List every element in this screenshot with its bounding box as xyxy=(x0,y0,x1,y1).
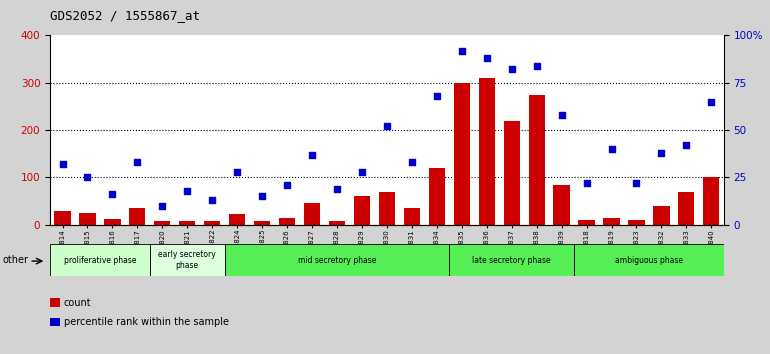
Bar xyxy=(254,221,270,225)
Point xyxy=(82,175,94,180)
Point xyxy=(456,48,468,53)
Point xyxy=(605,146,618,152)
Point xyxy=(430,93,443,99)
Point xyxy=(306,152,318,158)
Point xyxy=(381,124,393,129)
Point xyxy=(655,150,668,156)
Bar xyxy=(678,192,695,225)
Bar xyxy=(379,192,395,225)
Text: ambiguous phase: ambiguous phase xyxy=(615,256,683,265)
Bar xyxy=(225,244,450,276)
Bar xyxy=(204,221,220,225)
Bar xyxy=(104,219,121,225)
Point xyxy=(331,186,343,192)
Point xyxy=(231,169,243,175)
Point xyxy=(680,142,692,148)
Bar xyxy=(229,215,246,225)
Bar xyxy=(628,220,644,225)
Bar xyxy=(479,78,495,225)
Point xyxy=(480,55,493,61)
Point xyxy=(206,197,219,203)
Point xyxy=(256,194,268,199)
Point xyxy=(56,161,69,167)
Bar xyxy=(604,218,620,225)
Bar xyxy=(653,206,670,225)
Bar xyxy=(454,83,470,225)
Bar xyxy=(574,244,724,276)
Text: percentile rank within the sample: percentile rank within the sample xyxy=(64,317,229,327)
Point xyxy=(555,112,567,118)
Bar xyxy=(79,213,95,225)
Bar xyxy=(279,218,295,225)
Bar xyxy=(429,168,445,225)
Point xyxy=(406,159,418,165)
Bar xyxy=(528,95,544,225)
Text: GDS2052 / 1555867_at: GDS2052 / 1555867_at xyxy=(50,9,200,22)
Bar xyxy=(55,211,71,225)
Text: early secretory
phase: early secretory phase xyxy=(159,251,216,270)
Bar xyxy=(578,220,594,225)
Text: mid secretory phase: mid secretory phase xyxy=(298,256,377,265)
Text: other: other xyxy=(2,255,28,265)
Text: proliferative phase: proliferative phase xyxy=(64,256,136,265)
Point xyxy=(156,203,169,209)
Point xyxy=(181,188,193,194)
Bar xyxy=(154,221,170,225)
Point xyxy=(631,180,643,186)
Bar xyxy=(504,121,520,225)
Point xyxy=(531,63,543,69)
Point xyxy=(131,159,143,165)
Bar xyxy=(403,208,420,225)
Bar xyxy=(703,177,719,225)
Point xyxy=(281,182,293,188)
Text: count: count xyxy=(64,298,92,308)
Bar xyxy=(554,184,570,225)
Bar xyxy=(129,208,146,225)
Point xyxy=(356,169,368,175)
Point xyxy=(705,99,718,104)
Point xyxy=(506,67,518,72)
Text: late secretory phase: late secretory phase xyxy=(472,256,551,265)
Bar xyxy=(50,244,150,276)
Bar xyxy=(150,244,225,276)
Point xyxy=(106,192,119,197)
Bar xyxy=(329,221,345,225)
Bar xyxy=(179,221,196,225)
Bar xyxy=(354,196,370,225)
Bar xyxy=(450,244,574,276)
Bar xyxy=(304,204,320,225)
Point xyxy=(581,180,593,186)
